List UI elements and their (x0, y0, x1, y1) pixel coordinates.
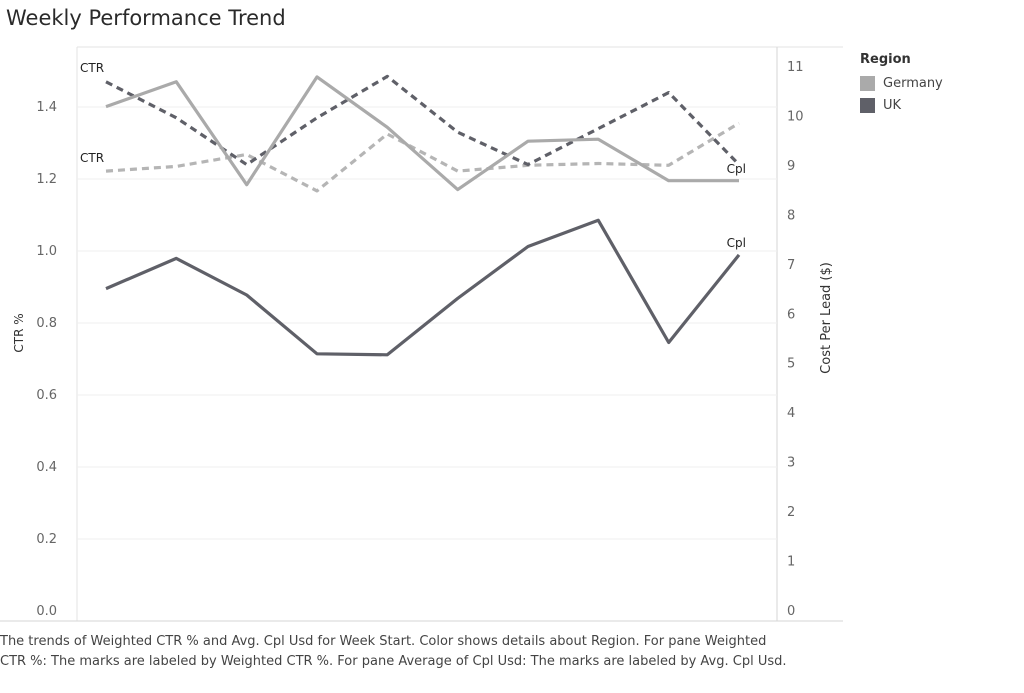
legend-swatch-uk (860, 97, 875, 113)
right-tick-label: 10 (787, 109, 804, 124)
right-tick-label: 8 (787, 208, 795, 223)
right-tick-label: 0 (787, 604, 795, 619)
series-label-germany-cpl: Cpl (727, 162, 746, 176)
right-tick-label: 7 (787, 258, 795, 273)
series-line-uk-ctr (105, 74, 741, 167)
series-line-germany-cpl (105, 75, 739, 192)
left-tick-label: 1.0 (36, 244, 57, 259)
legend-title: Region (860, 52, 911, 67)
chart-caption: The trends of Weighted CTR % and Avg. Cp… (0, 634, 787, 669)
legend-item-uk[interactable]: UK (860, 94, 943, 116)
series-line-germany-ctr (105, 121, 740, 193)
right-tick-label: 9 (787, 159, 795, 174)
right-tick-label: 6 (787, 307, 795, 322)
left-tick-label: 0.0 (36, 604, 57, 619)
legend-label-germany: Germany (883, 75, 943, 91)
left-tick-label: 0.8 (36, 316, 57, 331)
right-tick-label: 11 (787, 60, 804, 75)
left-tick-label: 1.2 (36, 172, 57, 187)
chart-title: Weekly Performance Trend (6, 6, 286, 30)
legend: Region Germany UK (860, 52, 943, 116)
left-tick-label: 0.6 (36, 388, 57, 403)
right-tick-label: 5 (787, 357, 795, 372)
left-axis-title: CTR % (12, 313, 26, 352)
right-tick-label: 3 (787, 456, 795, 471)
series-line-uk-cpl (105, 218, 741, 357)
left-tick-label: 1.4 (36, 100, 57, 115)
series-label-germany-ctr: CTR (80, 151, 104, 165)
legend-item-germany[interactable]: Germany (860, 72, 943, 94)
series-label-uk-ctr: CTR (80, 61, 104, 75)
right-axis-title: Cost Per Lead ($) (819, 262, 834, 374)
right-tick-label: 1 (787, 555, 795, 570)
right-tick-label: 4 (787, 406, 795, 421)
right-tick-label: 2 (787, 505, 795, 520)
left-tick-label: 0.4 (36, 460, 57, 475)
left-tick-label: 0.2 (36, 532, 57, 547)
legend-label-uk: UK (883, 97, 902, 113)
series-label-uk-cpl: Cpl (727, 236, 746, 250)
legend-swatch-germany (860, 75, 875, 91)
